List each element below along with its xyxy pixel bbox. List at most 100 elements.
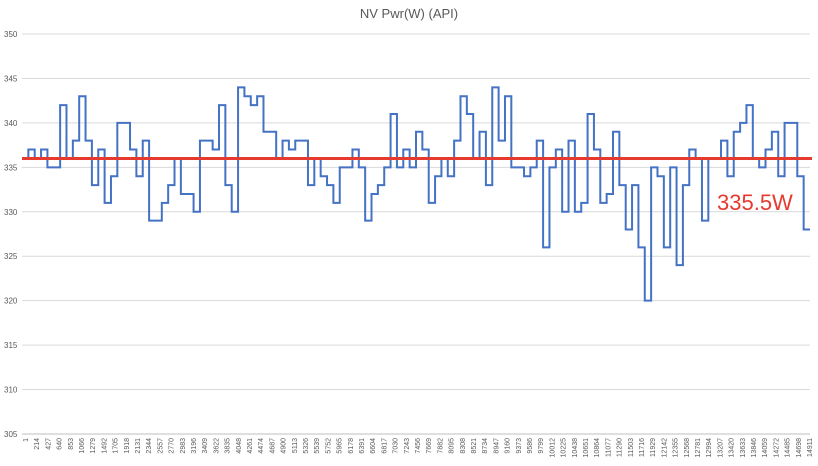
data-point [495,87,496,88]
data-point [412,167,413,168]
data-point [94,185,95,186]
x-tick-label: 14911 [807,438,814,457]
data-point [203,140,204,141]
x-tick-label: 10225 [561,438,568,458]
x-tick-label: 11503 [628,438,635,457]
data-point [762,167,763,168]
data-point [749,105,750,106]
data-point [139,176,140,177]
data-point [120,122,121,123]
x-tick-label: 1492 [101,438,108,454]
data-point [56,167,57,168]
data-point [126,122,127,123]
data-point [164,202,165,203]
data-point [546,247,547,248]
x-tick-label: 427 [45,438,52,450]
series-layer [22,86,810,302]
data-point [438,176,439,177]
x-tick-label: 4474 [258,438,265,454]
data-point [82,96,83,97]
data-point [393,113,394,114]
data-point [425,149,426,150]
data-point [349,167,350,168]
x-tick-label: 1918 [124,438,131,454]
data-point [311,185,312,186]
data-point [469,113,470,114]
data-point [253,105,254,106]
x-tick-label: 10864 [594,438,601,458]
data-point [597,149,598,150]
x-tick-label: 9373 [516,438,523,454]
data-point [527,176,528,177]
data-point [241,87,242,88]
x-tick-label: 1279 [90,438,97,454]
data-point [133,149,134,150]
data-point [368,220,369,221]
data-point [571,140,572,141]
data-point [44,149,45,150]
x-tick-label: 9799 [538,438,545,454]
data-point [488,185,489,186]
data-point [222,105,223,106]
x-tick-label: 853 [68,438,75,450]
x-tick-label: 5326 [303,438,310,454]
x-tick-label: 8308 [460,438,467,454]
x-axis-ticks: 1 214 427 640 853 1066 1279 1492 1705 1918 2131 234… [23,438,814,458]
y-tick-label: 310 [4,386,18,395]
average-label: 335.5W [717,190,793,215]
data-point [774,131,775,132]
x-tick-label: 6178 [348,438,355,454]
data-point [616,131,617,132]
x-tick-label: 12568 [684,438,691,458]
x-tick-label: 12355 [673,438,680,458]
x-tick-label: 9160 [505,438,512,454]
data-point [88,140,89,141]
data-point [628,229,629,230]
y-tick-label: 340 [4,119,18,128]
x-tick-label: 12781 [695,438,702,458]
data-point [558,149,559,150]
data-point [787,122,788,123]
x-tick-label: 5539 [314,438,321,454]
data-point [355,149,356,150]
x-tick-label: 6817 [381,438,388,454]
data-point [450,176,451,177]
data-point [330,185,331,186]
data-point [768,149,769,150]
data-point [590,113,591,114]
data-point [724,140,725,141]
data-point [431,202,432,203]
y-tick-label: 350 [4,30,18,39]
data-point [336,202,337,203]
gridlines [22,33,810,435]
y-axis-ticks: 305 310 315 320 325 330 335 340 345 350 [4,30,18,439]
data-point [781,176,782,177]
y-tick-label: 345 [4,74,18,83]
data-point [190,193,191,194]
x-tick-label: 13420 [729,438,736,458]
data-point [228,185,229,186]
x-tick-label: 14485 [785,438,792,458]
data-point [584,202,585,203]
data-point [660,176,661,177]
data-point [666,247,667,248]
x-tick-label: 2770 [169,438,176,454]
x-tick-label: 640 [57,438,64,450]
data-point [673,167,674,168]
y-tick-label: 315 [4,341,18,350]
data-point [647,300,648,301]
x-tick-label: 6391 [359,438,366,454]
data-point [705,220,706,221]
x-tick-label: 11290 [617,438,624,457]
x-tick-label: 5752 [325,438,332,454]
data-point [272,131,273,132]
data-point [342,167,343,168]
data-point [539,140,540,141]
data-point [247,96,248,97]
data-point [171,185,172,186]
data-point [209,140,210,141]
x-tick-label: 12994 [706,438,713,458]
data-point [75,140,76,141]
y-tick-label: 330 [4,208,18,217]
